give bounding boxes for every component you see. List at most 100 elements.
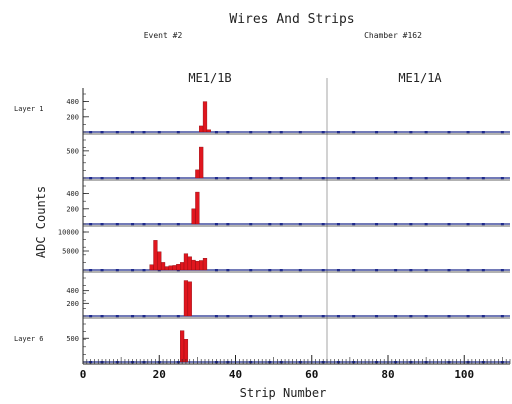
baseline-dot xyxy=(157,131,161,134)
baseline-dot xyxy=(249,315,253,318)
baseline-dot xyxy=(447,177,451,180)
chamber-label: Chamber #162 xyxy=(364,31,422,40)
baseline-dot xyxy=(336,223,340,226)
baseline-dot xyxy=(214,269,218,272)
baseline-dot xyxy=(214,177,218,180)
baseline-dot xyxy=(409,177,413,180)
layer-panel-5: 400 200 xyxy=(66,271,510,318)
baseline-dot xyxy=(447,315,451,318)
baseline-dot xyxy=(409,269,413,272)
baseline-dot xyxy=(214,131,218,134)
adc-bar xyxy=(202,101,208,133)
baseline-dot xyxy=(279,131,283,134)
baseline-dot xyxy=(100,177,104,180)
baseline-dot xyxy=(321,177,325,180)
baseline-dot xyxy=(466,315,470,318)
adc-bar xyxy=(172,265,177,271)
baseline-dot xyxy=(481,131,485,134)
adc-bar xyxy=(176,264,181,271)
region-label-me11b: ME1/1B xyxy=(188,71,231,85)
baseline-dot xyxy=(481,223,485,226)
adc-bar xyxy=(187,281,192,317)
y-tick-label: 400 xyxy=(66,190,79,198)
baseline-dot xyxy=(352,223,356,226)
baseline-dot xyxy=(375,315,379,318)
adc-bar xyxy=(180,262,185,271)
baseline-dot xyxy=(176,177,180,180)
baseline-dot xyxy=(89,223,93,226)
baseline-dot xyxy=(500,131,504,134)
baseline-dot xyxy=(268,269,272,272)
y-tick-label: 200 xyxy=(66,300,79,308)
baseline-dot xyxy=(466,269,470,272)
baseline-dot xyxy=(131,223,135,226)
baseline-dot xyxy=(279,177,283,180)
baseline-dot xyxy=(321,223,325,226)
baseline-dot xyxy=(89,177,93,180)
baseline-dot xyxy=(500,269,504,272)
y-tick-label: 200 xyxy=(66,113,79,121)
adc-bar xyxy=(153,240,158,271)
baseline-dot xyxy=(115,223,119,226)
x-tick-label: 20 xyxy=(153,368,166,381)
baseline-dot xyxy=(176,131,180,134)
baseline-dot xyxy=(375,269,379,272)
baseline-dot xyxy=(447,223,451,226)
baseline-dot xyxy=(481,177,485,180)
layer-panel-6: 500 Layer 6 xyxy=(14,317,510,364)
adc-bar xyxy=(202,258,208,271)
adc-bar xyxy=(157,251,162,271)
baseline-dot xyxy=(115,315,119,318)
y-tick-label: 400 xyxy=(66,287,79,295)
x-tick-label: 100 xyxy=(454,368,474,381)
baseline-dot xyxy=(157,315,161,318)
baseline-dot xyxy=(321,315,325,318)
baseline-dot xyxy=(214,315,218,318)
adc-bar xyxy=(180,330,185,363)
baseline-dot xyxy=(100,131,104,134)
baseline-dot xyxy=(500,315,504,318)
baseline-dot xyxy=(268,177,272,180)
baseline-dot xyxy=(409,315,413,318)
baseline-dot xyxy=(298,131,302,134)
adc-bar xyxy=(149,264,154,271)
adc-bar xyxy=(199,260,204,271)
baseline-dot xyxy=(142,223,146,226)
baseline-dot xyxy=(100,269,104,272)
baseline-dot xyxy=(298,315,302,318)
baseline-dot xyxy=(352,269,356,272)
layer-panel-3: 400 200 xyxy=(66,179,510,226)
x-tick-label: 80 xyxy=(381,368,394,381)
baseline-dot xyxy=(424,131,428,134)
baseline-dot xyxy=(131,269,135,272)
baseline-dot xyxy=(481,269,485,272)
baseline-dot xyxy=(336,315,340,318)
baseline-dot xyxy=(394,177,398,180)
chart-title: Wires And Strips xyxy=(229,12,354,27)
baseline-dot xyxy=(268,131,272,134)
baseline-dot xyxy=(100,315,104,318)
baseline-dot xyxy=(157,223,161,226)
baseline-dot xyxy=(89,315,93,318)
baseline-dot xyxy=(447,269,451,272)
baseline-dot xyxy=(142,315,146,318)
baseline-dot xyxy=(298,223,302,226)
x-tick-label: 0 xyxy=(80,368,87,381)
baseline-dot xyxy=(157,177,161,180)
baseline-dot xyxy=(100,223,104,226)
baseline-dot xyxy=(131,315,135,318)
x-axis-label: Strip Number xyxy=(240,386,327,400)
baseline-dot xyxy=(298,269,302,272)
y-tick-label: 5000 xyxy=(62,248,79,256)
baseline-dot xyxy=(226,177,230,180)
baseline-dot xyxy=(500,223,504,226)
y-tick-label: 400 xyxy=(66,98,79,106)
y-tick-label: 10000 xyxy=(58,229,79,237)
baseline-dot xyxy=(268,315,272,318)
baseline-dot xyxy=(131,131,135,134)
baseline-dot xyxy=(321,269,325,272)
baseline-dot xyxy=(279,315,283,318)
event-label: Event #2 xyxy=(144,31,183,40)
baseline-dot xyxy=(447,131,451,134)
